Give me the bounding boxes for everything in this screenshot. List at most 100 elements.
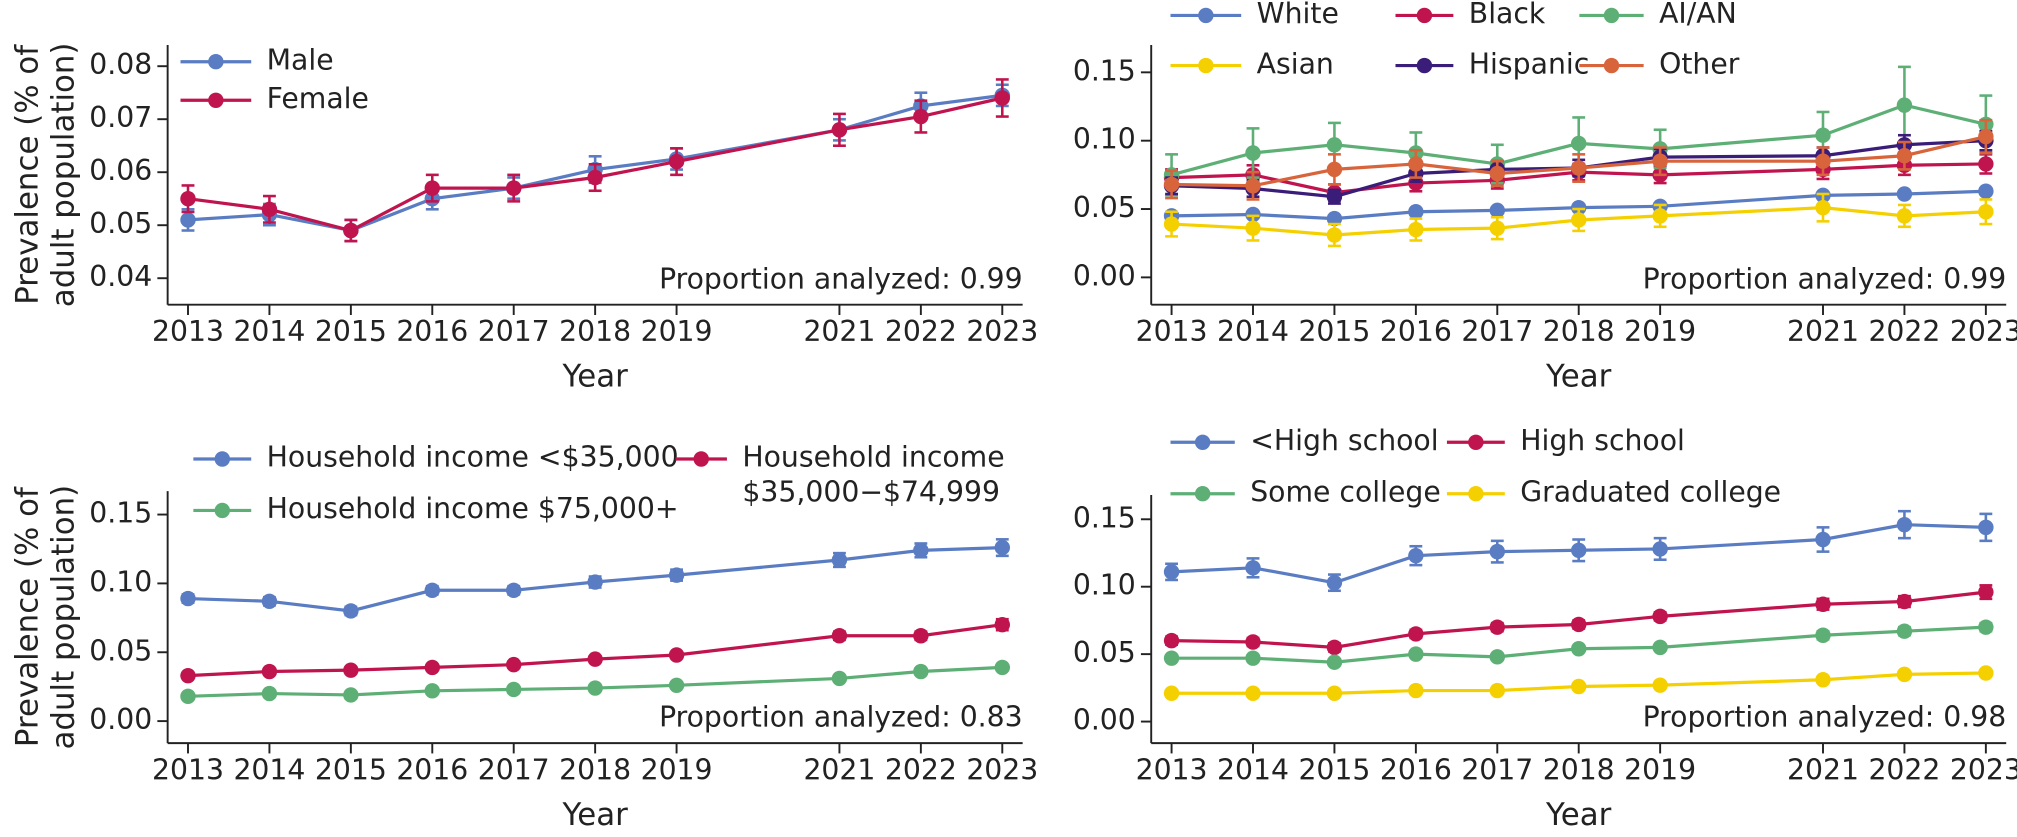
point	[994, 617, 1010, 633]
point	[180, 190, 196, 207]
point	[424, 582, 440, 599]
legend-marker	[1468, 486, 1484, 502]
point	[506, 582, 522, 599]
x-tick-label: 2018	[559, 315, 631, 348]
point	[343, 687, 359, 703]
point	[1815, 199, 1831, 216]
point	[1571, 212, 1587, 228]
legend-entry: Household income $75,000+	[266, 493, 679, 526]
point	[1652, 541, 1668, 557]
legend-label: Graduated college	[1520, 477, 1782, 510]
x-tick-label: 2022	[885, 753, 957, 786]
legend-label: High school	[1520, 425, 1685, 458]
x-axis-label: Year	[561, 359, 628, 395]
point	[913, 108, 929, 125]
point	[1408, 626, 1424, 642]
point	[424, 659, 440, 676]
x-tick-label: 2023	[966, 315, 1038, 348]
point	[180, 667, 196, 684]
point	[1408, 682, 1424, 699]
x-tick-label: 2015	[315, 753, 387, 786]
point	[1163, 632, 1180, 649]
point	[668, 677, 685, 694]
legend-label: Household income $75,000+	[266, 493, 679, 526]
point	[1326, 574, 1343, 591]
series-line	[187, 545, 1003, 613]
point	[1815, 627, 1831, 643]
series-line	[187, 665, 1003, 698]
legend-marker	[1603, 7, 1620, 24]
legend-entry: Black	[1469, 0, 1546, 31]
point	[1652, 677, 1668, 693]
y-tick-label: 0.15	[1073, 501, 1136, 534]
series-line	[1171, 139, 1986, 199]
x-tick-label: 2019	[641, 753, 713, 786]
point	[1571, 641, 1587, 657]
point	[1245, 560, 1261, 576]
x-tick-label: 2016	[396, 753, 468, 786]
x-tick-label: 2021	[1787, 315, 1859, 348]
series-line	[187, 93, 1003, 233]
legend-marker	[214, 451, 230, 467]
point	[1489, 649, 1505, 665]
x-axis-label: Year	[1545, 359, 1612, 395]
x-tick-label: 2021	[1787, 753, 1859, 786]
point	[1571, 199, 1587, 216]
legend-marker	[1416, 7, 1433, 24]
x-tick-label: 2013	[152, 315, 224, 348]
point	[1245, 685, 1261, 701]
legend-marker	[208, 92, 224, 108]
legend-label: AI/AN	[1659, 0, 1737, 31]
point	[1408, 646, 1424, 662]
point	[994, 90, 1010, 106]
point	[1245, 145, 1261, 161]
point	[1489, 202, 1505, 219]
y-tick-label: 0.05	[1073, 636, 1136, 669]
point	[1815, 153, 1831, 169]
legend-label: White	[1256, 0, 1339, 31]
x-tick-label: 2015	[315, 315, 387, 348]
legend-label: Household income <$35,000	[266, 442, 679, 475]
point	[1978, 204, 1994, 220]
point	[1978, 584, 1994, 600]
series-line	[1171, 590, 1987, 650]
y-tick-label: 0.08	[89, 48, 152, 81]
point	[994, 539, 1010, 556]
legend-entry: Some college	[1250, 477, 1441, 509]
point	[261, 201, 278, 218]
series-line	[1171, 625, 1986, 664]
legend-entry: <High school	[1250, 426, 1438, 458]
point	[1326, 161, 1343, 178]
point	[1571, 616, 1587, 633]
point	[1326, 227, 1343, 243]
annotation: Proportion analyzed: 0.83	[659, 701, 1023, 734]
x-tick-label: 2023	[1950, 753, 2017, 786]
x-tick-label: 2018	[1543, 315, 1615, 348]
point	[831, 670, 848, 687]
point	[1163, 564, 1180, 580]
y-tick-label: 0.10	[1073, 569, 1136, 602]
series-line	[1171, 523, 1986, 585]
y-tick-label: 0.15	[89, 497, 152, 530]
point	[668, 567, 685, 583]
point	[1896, 186, 1913, 202]
point	[587, 680, 603, 696]
point	[1326, 189, 1343, 205]
legend-marker	[1194, 434, 1211, 450]
y-tick-label: 0.05	[1073, 191, 1136, 224]
point	[1163, 650, 1180, 666]
point	[668, 153, 685, 170]
y-axis-label: adult population)	[45, 485, 81, 750]
x-tick-label: 2013	[152, 753, 224, 786]
series-line	[187, 623, 1003, 678]
point	[1489, 682, 1505, 699]
legend-entry: Household income $35,000−$74,999	[742, 442, 1004, 509]
legend-entry: Graduated college	[1520, 477, 1782, 510]
point	[1978, 519, 1994, 536]
x-tick-label: 2023	[966, 753, 1038, 786]
x-tick-label: 2016	[1380, 315, 1452, 348]
series-line	[1171, 189, 1986, 221]
x-tick-label: 2014	[1217, 315, 1289, 348]
legend-marker	[1468, 434, 1484, 450]
point	[587, 574, 603, 590]
